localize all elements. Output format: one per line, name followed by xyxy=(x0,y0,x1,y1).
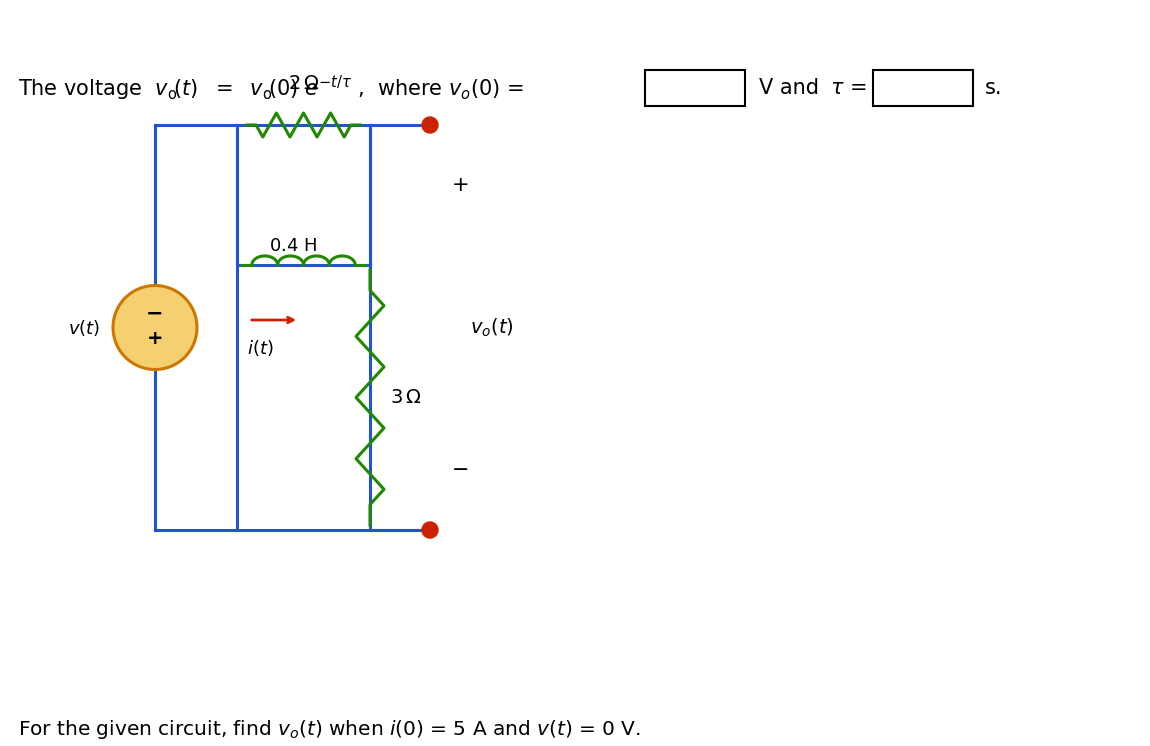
Text: $v(t)$: $v(t)$ xyxy=(68,318,100,337)
Text: For the given circuit, find $v_o(t)$ when $i(0)$ = 5 A and $v(t)$ = 0 V.: For the given circuit, find $v_o(t)$ whe… xyxy=(18,718,641,741)
Text: V and: V and xyxy=(759,78,819,98)
Text: $3\,\Omega$: $3\,\Omega$ xyxy=(390,388,422,407)
Text: +: + xyxy=(147,329,163,348)
Circle shape xyxy=(422,117,438,133)
Text: +: + xyxy=(452,175,469,195)
Circle shape xyxy=(422,522,438,538)
Text: −: − xyxy=(452,460,469,480)
Text: s.: s. xyxy=(986,78,1003,98)
Text: $v_o(t)$: $v_o(t)$ xyxy=(470,316,514,339)
Circle shape xyxy=(113,286,197,369)
Text: $i(t)$: $i(t)$ xyxy=(247,338,274,358)
Text: $\tau$ =: $\tau$ = xyxy=(830,78,867,98)
Text: $2\,\Omega$: $2\,\Omega$ xyxy=(288,74,320,93)
Text: The voltage  $v_{\rm o}\!\left(t\right)$  $=$  $v_{\rm o}\!\left(0\right)$ $e^{-: The voltage $v_{\rm o}\!\left(t\right)$ … xyxy=(18,73,524,103)
Text: −: − xyxy=(146,304,163,324)
FancyBboxPatch shape xyxy=(873,70,973,106)
FancyBboxPatch shape xyxy=(645,70,745,106)
Text: $0.4$ H: $0.4$ H xyxy=(269,237,317,255)
